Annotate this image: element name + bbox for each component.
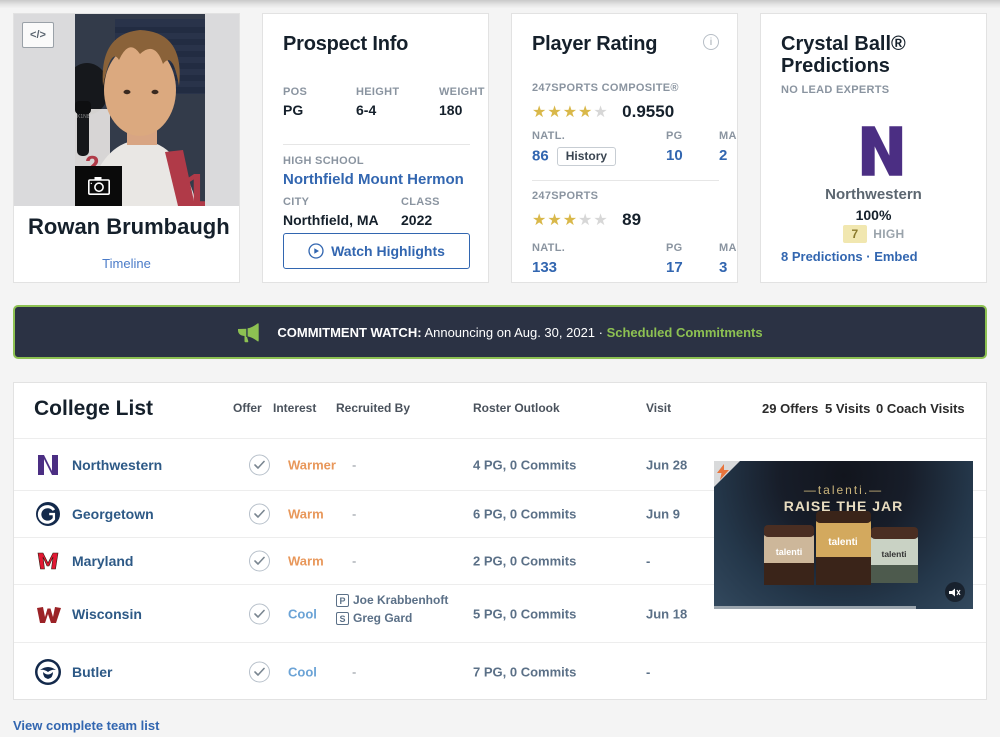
svg-text:talenti: talenti <box>828 537 858 548</box>
svg-text:talenti: talenti <box>776 547 803 557</box>
svg-text:1: 1 <box>183 164 205 206</box>
svg-text:talenti: talenti <box>881 549 906 559</box>
svg-text:K1N8: K1N8 <box>77 114 90 120</box>
